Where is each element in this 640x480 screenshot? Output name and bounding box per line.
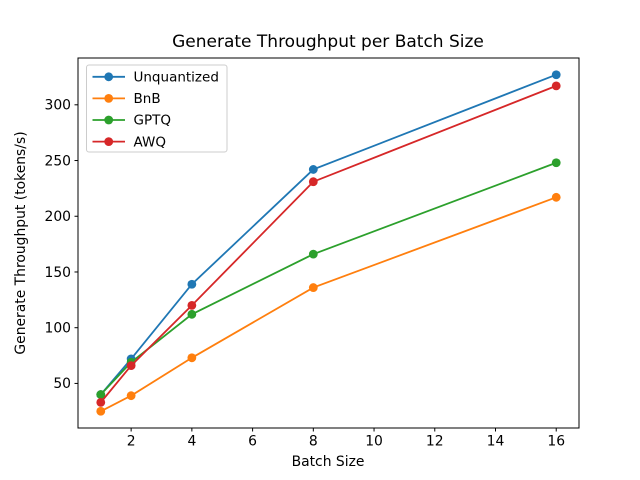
data-point-marker [187,353,197,363]
y-axis-ticks: 50 100 150 200 250 300 [44,98,78,392]
legend-label: AWQ [134,134,166,150]
x-tick-label: 14 [487,434,505,450]
y-tick-label: 250 [44,153,71,169]
x-axis-label: Batch Size [292,454,365,470]
series-gptq [96,158,561,399]
data-point-marker [126,391,136,401]
legend-item: BnB [92,91,161,107]
legend-item: AWQ [92,134,166,150]
data-point-marker [96,397,106,407]
x-tick-label: 12 [426,434,444,450]
legend-marker [104,72,114,82]
x-tick-label: 6 [248,434,257,450]
legend-marker [104,94,114,103]
legend-label: BnB [134,91,161,107]
x-tick-label: 16 [547,434,565,450]
data-point-marker [308,283,318,292]
data-point-marker [308,177,318,187]
data-point-marker [551,70,561,80]
data-point-marker [551,81,561,91]
x-tick-label: 10 [365,434,383,450]
data-point-marker [308,165,318,174]
legend: Unquantized BnB GPTQ AWQ [86,64,228,153]
y-tick-label: 300 [44,98,71,114]
y-tick-label: 200 [44,209,71,225]
plot-border [77,57,580,429]
plot-area: 50 100 150 200 250 300 2 4 6 8 10 12 14 16 [44,57,580,450]
series-bnb [96,192,561,416]
y-tick-label: 100 [44,320,71,336]
data-point-marker [187,309,197,319]
chart-title: Generate Throughput per Batch Size [172,32,484,52]
legend-item: GPTQ [92,113,171,129]
data-point-marker [96,406,106,416]
data-point-marker [126,361,136,370]
legend-marker [104,115,114,125]
x-tick-label: 8 [309,434,318,450]
data-point-marker [187,301,197,310]
y-tick-label: 150 [44,265,71,281]
legend-box [86,64,228,153]
legend-marker [104,137,114,147]
x-tick-label: 4 [187,434,196,450]
y-tick-label: 50 [53,376,71,392]
data-point-marker [96,390,106,399]
x-tick-label: 2 [127,434,136,450]
series-awq [96,81,561,407]
legend-label: GPTQ [134,113,171,129]
legend-label: Unquantized [134,70,219,86]
data-point-marker [551,158,561,168]
legend-item: Unquantized [92,70,219,86]
data-point-marker [308,249,318,259]
x-axis-ticks: 2 4 6 8 10 12 14 16 [127,428,565,450]
data-point-marker [551,192,561,202]
y-axis-label: Generate Throughput (tokens/s) [13,131,29,354]
data-point-marker [187,279,197,289]
